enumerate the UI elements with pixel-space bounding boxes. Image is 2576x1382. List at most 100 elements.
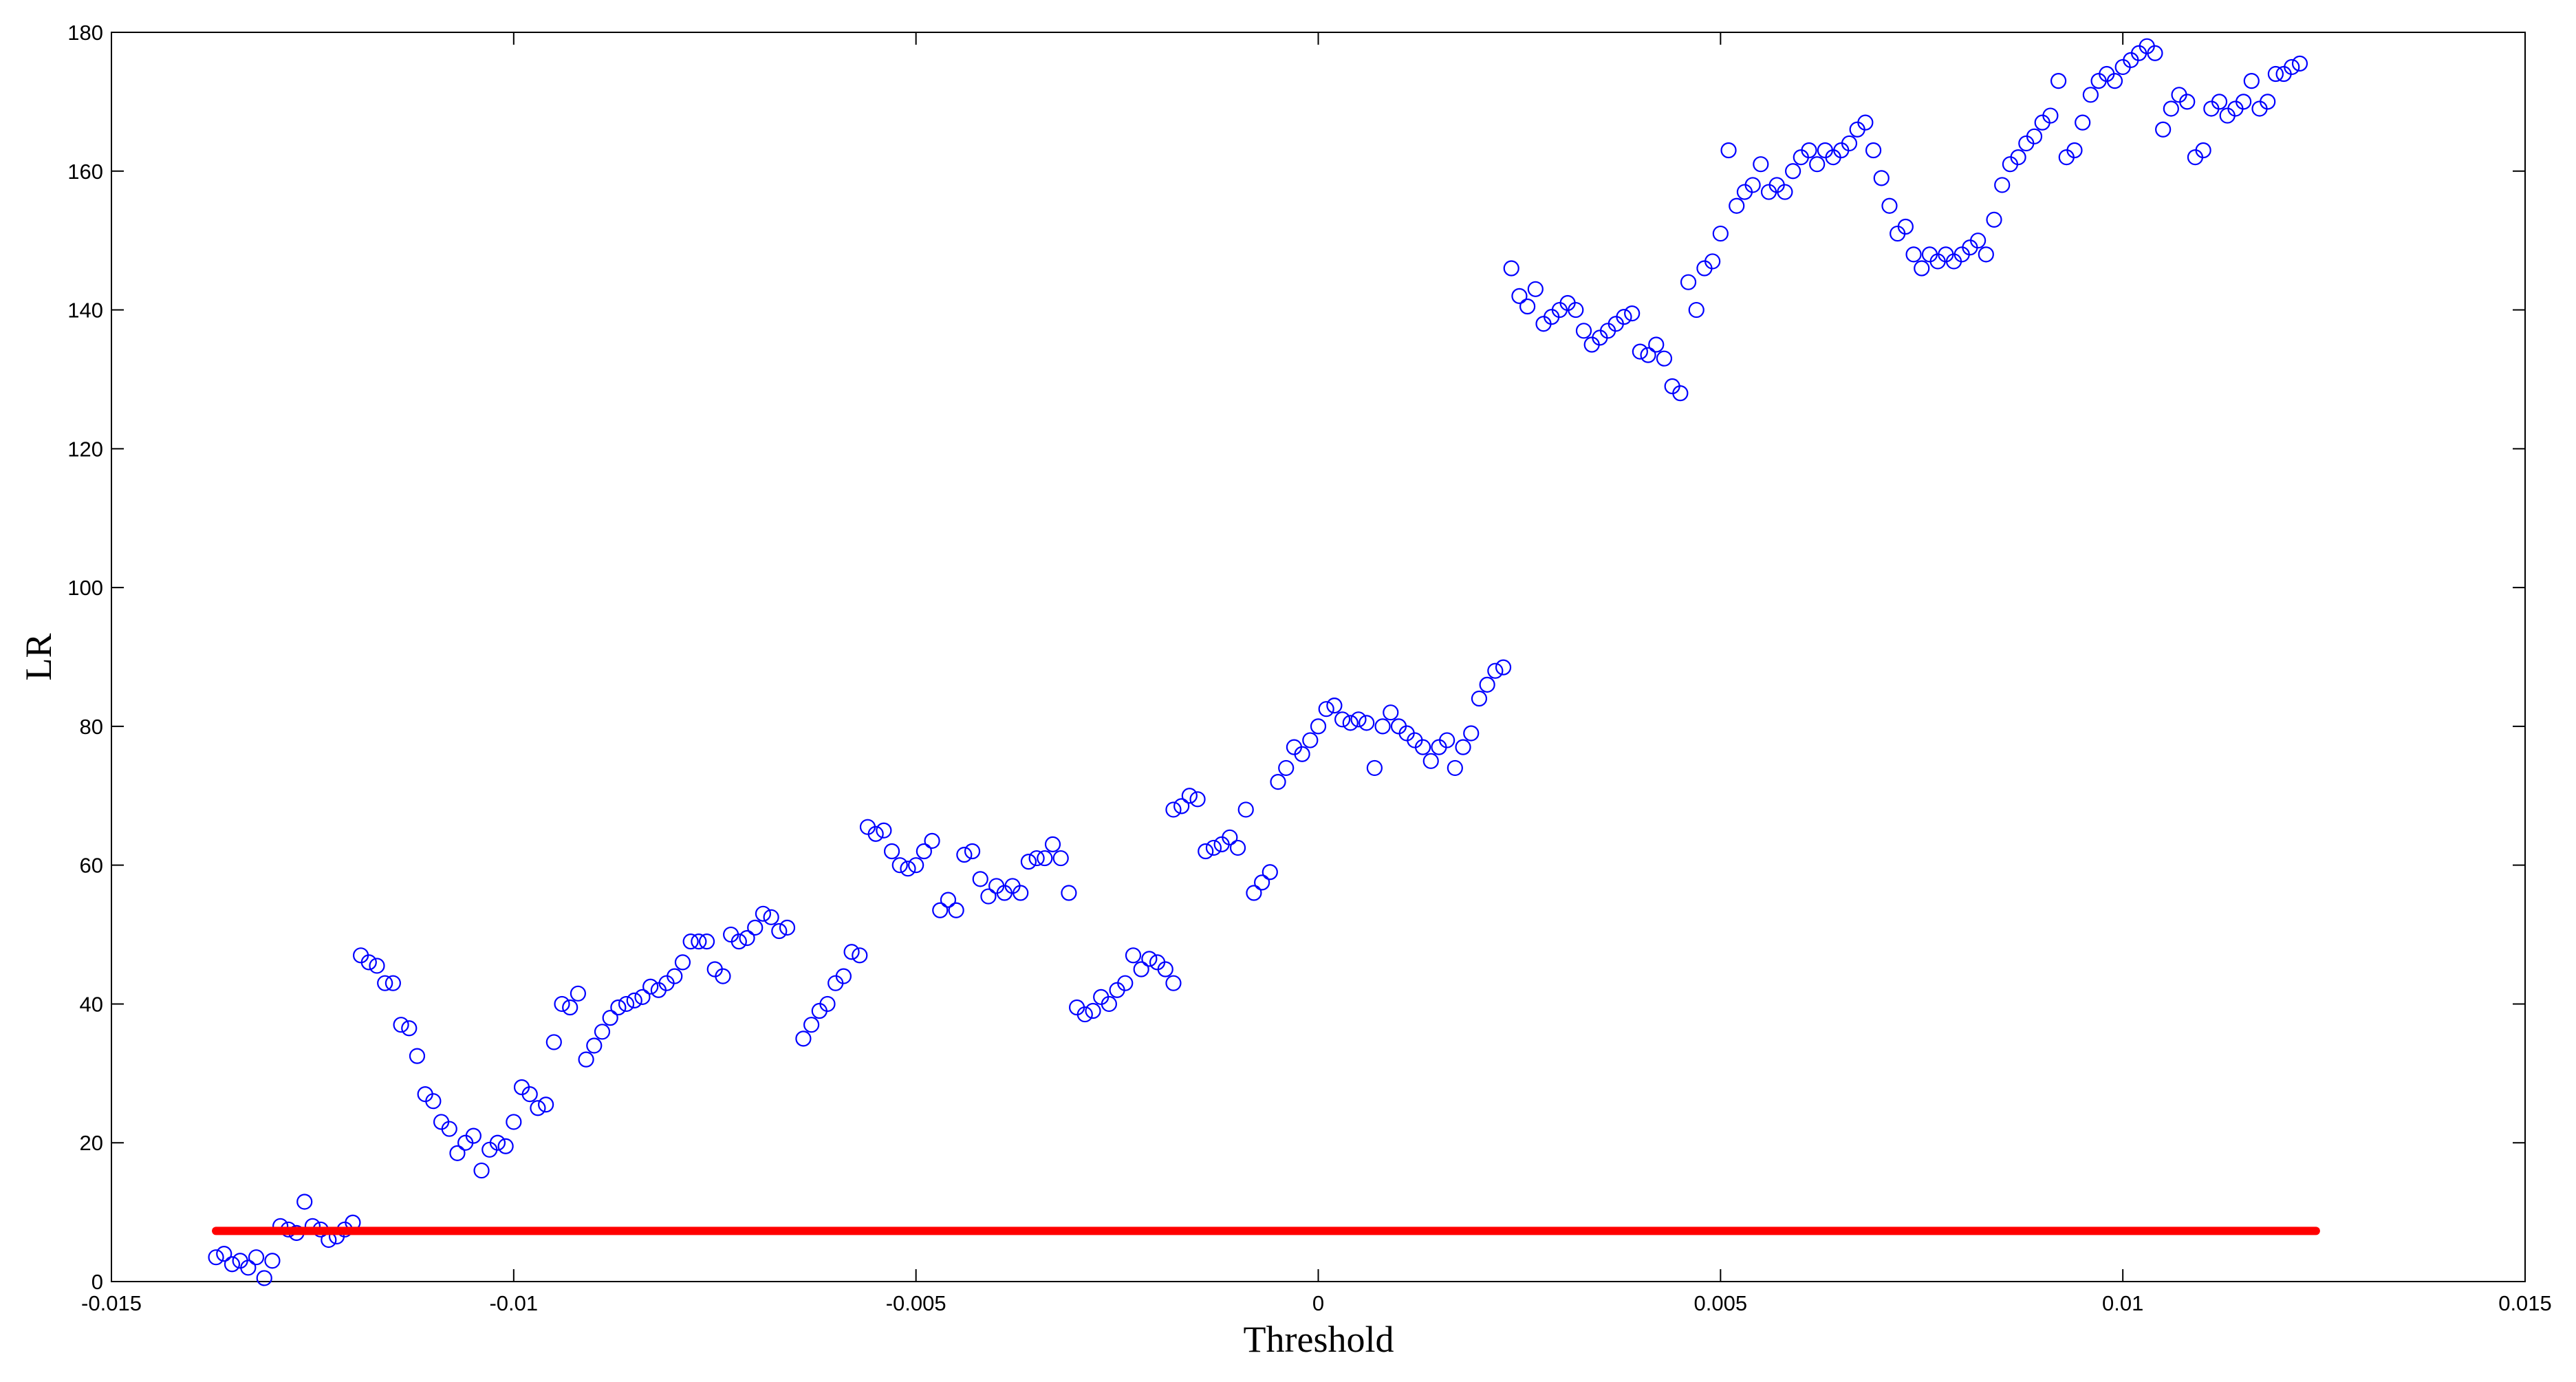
data-point bbox=[521, 1086, 538, 1103]
data-point bbox=[409, 1048, 426, 1064]
data-point bbox=[1897, 218, 1914, 235]
data-point bbox=[1841, 135, 1858, 152]
data-point bbox=[1439, 732, 1455, 748]
data-point bbox=[1229, 839, 1246, 856]
data-point bbox=[835, 968, 852, 984]
data-point bbox=[1519, 298, 1536, 315]
data-point bbox=[2243, 73, 2260, 89]
data-point bbox=[2026, 128, 2043, 144]
data-point bbox=[224, 1256, 241, 1273]
data-point bbox=[2075, 114, 2091, 131]
data-point bbox=[545, 1034, 562, 1050]
data-point bbox=[2082, 87, 2099, 103]
data-point bbox=[1986, 211, 2002, 228]
data-point bbox=[1117, 975, 1134, 991]
data-point bbox=[256, 1270, 272, 1286]
data-point bbox=[1801, 142, 1817, 159]
data-point bbox=[932, 902, 949, 918]
data-point bbox=[698, 933, 715, 950]
data-point bbox=[1471, 690, 1488, 707]
data-point bbox=[1085, 1002, 1101, 1019]
data-point bbox=[1374, 718, 1391, 735]
data-point bbox=[924, 832, 940, 849]
data-point bbox=[1173, 798, 1190, 814]
data-point bbox=[1914, 260, 1930, 277]
data-point bbox=[626, 992, 642, 1009]
data-point bbox=[216, 1246, 232, 1262]
y-tick-label: 180 bbox=[67, 21, 103, 45]
data-point bbox=[1125, 947, 1142, 964]
data-point bbox=[530, 1100, 546, 1116]
x-tick-label: -0.005 bbox=[886, 1291, 946, 1315]
data-point bbox=[1712, 225, 1729, 242]
y-tick-label: 80 bbox=[80, 715, 103, 739]
data-point bbox=[360, 954, 377, 971]
data-point bbox=[1278, 759, 1295, 777]
data-point bbox=[1020, 854, 1037, 870]
y-tick-label: 60 bbox=[80, 854, 103, 878]
data-point bbox=[964, 843, 981, 860]
data-point bbox=[1656, 350, 1673, 367]
data-point bbox=[1672, 385, 1689, 402]
data-point bbox=[1744, 177, 1761, 193]
data-point bbox=[779, 919, 796, 936]
data-point bbox=[554, 995, 570, 1013]
data-point bbox=[1254, 874, 1270, 891]
data-point bbox=[1037, 850, 1053, 867]
data-point bbox=[682, 933, 699, 950]
data-point bbox=[1809, 156, 1826, 173]
x-axis-label: Threshold bbox=[1244, 1319, 1394, 1360]
data-point bbox=[465, 1127, 481, 1144]
data-point bbox=[730, 933, 747, 950]
data-point bbox=[1310, 718, 1327, 735]
data-point bbox=[538, 1097, 554, 1113]
data-point bbox=[497, 1138, 514, 1154]
y-tick-label: 40 bbox=[80, 992, 103, 1016]
data-point bbox=[449, 1145, 466, 1161]
data-point bbox=[296, 1194, 313, 1210]
data-point bbox=[1246, 885, 1262, 901]
data-point bbox=[900, 861, 916, 877]
data-point bbox=[1511, 288, 1528, 304]
data-point bbox=[876, 822, 892, 839]
data-point bbox=[803, 1017, 820, 1033]
data-point bbox=[795, 1030, 812, 1047]
data-point bbox=[1680, 274, 1697, 290]
data-point bbox=[1181, 788, 1198, 804]
data-point bbox=[1342, 715, 1359, 731]
data-point bbox=[691, 933, 707, 950]
data-point bbox=[2106, 73, 2123, 89]
data-point bbox=[441, 1121, 457, 1137]
data-point bbox=[1326, 698, 1343, 714]
data-point bbox=[956, 846, 973, 863]
data-point bbox=[1978, 246, 1994, 263]
x-tick-label: 0.015 bbox=[2498, 1291, 2552, 1315]
data-point bbox=[1632, 343, 1648, 360]
y-tick-label: 160 bbox=[67, 160, 103, 184]
data-point bbox=[570, 985, 587, 1002]
data-point bbox=[1994, 177, 2011, 193]
data-point bbox=[867, 825, 884, 842]
data-point bbox=[2155, 121, 2172, 138]
plot-frame bbox=[111, 32, 2526, 1282]
data-point bbox=[1640, 347, 1656, 363]
data-point bbox=[248, 1249, 265, 1266]
data-point bbox=[578, 1051, 594, 1068]
data-point bbox=[1455, 739, 1471, 755]
data-point bbox=[1777, 184, 1793, 200]
data-point bbox=[2163, 100, 2179, 117]
data-point bbox=[1905, 246, 1922, 263]
x-tick-label: -0.01 bbox=[489, 1291, 538, 1315]
data-point bbox=[2236, 94, 2252, 110]
data-point bbox=[667, 968, 683, 984]
data-point bbox=[1205, 839, 1222, 856]
data-point bbox=[2284, 58, 2300, 76]
data-point bbox=[1141, 951, 1158, 967]
data-point bbox=[843, 944, 860, 960]
data-point bbox=[385, 975, 401, 991]
data-point bbox=[2010, 149, 2026, 166]
data-point bbox=[618, 995, 635, 1013]
data-point bbox=[1729, 197, 1745, 214]
data-point bbox=[1028, 850, 1045, 867]
data-point bbox=[1616, 309, 1632, 325]
